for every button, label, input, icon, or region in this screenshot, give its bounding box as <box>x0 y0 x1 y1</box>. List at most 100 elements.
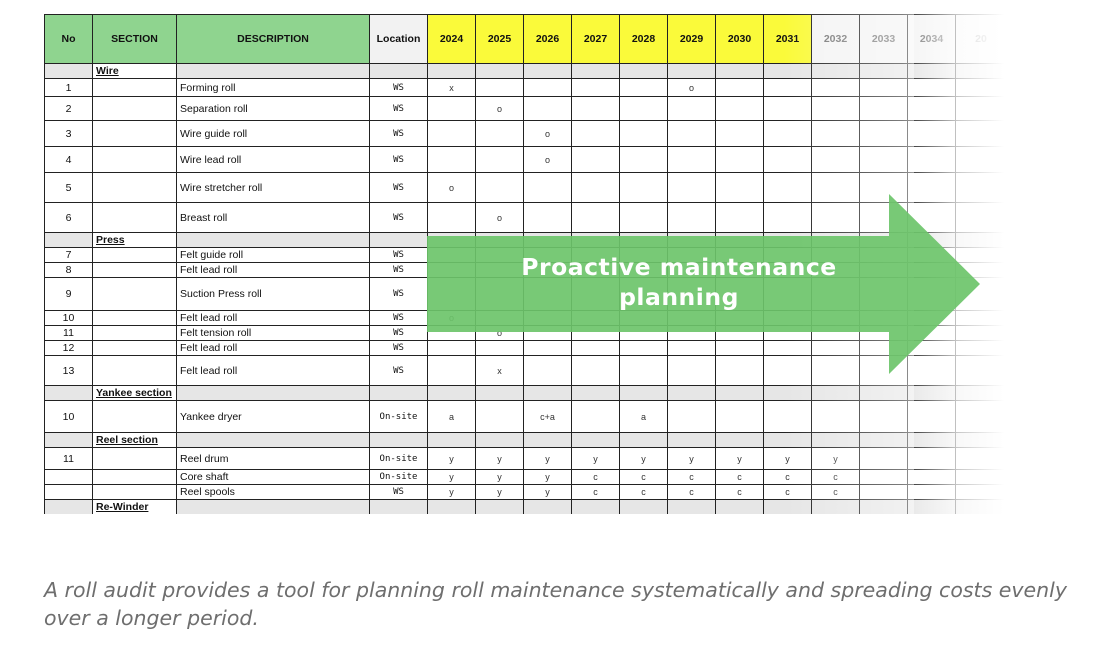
row-location: On-site <box>369 400 428 433</box>
year-cell <box>859 385 908 401</box>
year-mark <box>907 96 956 121</box>
year-mark <box>955 78 1004 97</box>
maintenance-plan-image: No SECTION DESCRIPTION Location 2024 202… <box>44 14 1004 552</box>
year-mark <box>715 146 764 173</box>
year-mark <box>907 146 956 173</box>
arrow-label-line-1: Proactive maintenance <box>521 253 837 281</box>
year-mark <box>955 400 1004 433</box>
year-cell <box>475 63 524 79</box>
year-cell <box>811 499 860 514</box>
header-section: SECTION <box>92 14 177 64</box>
row-description: Core shaft <box>176 469 370 485</box>
year-cell <box>907 385 956 401</box>
header-location: Location <box>369 14 428 64</box>
row-location: On-site <box>369 447 428 470</box>
year-mark: c <box>811 484 860 500</box>
row-number: 10 <box>44 310 93 326</box>
year-cell <box>619 385 668 401</box>
year-mark <box>427 96 476 121</box>
year-mark <box>523 355 572 386</box>
year-mark <box>763 96 812 121</box>
no-cell <box>44 63 93 79</box>
year-mark <box>811 78 860 97</box>
year-mark: c <box>811 469 860 485</box>
year-mark: y <box>427 484 476 500</box>
section-cell <box>92 325 177 341</box>
year-mark: y <box>811 447 860 470</box>
table-row: Core shaft On-site y y y c c c c c c <box>44 469 1004 485</box>
year-mark <box>955 96 1004 121</box>
header-year: 20 <box>955 14 1004 64</box>
year-cell <box>571 432 620 448</box>
year-mark <box>811 400 860 433</box>
year-cell <box>427 499 476 514</box>
year-mark: y <box>427 469 476 485</box>
year-mark <box>475 120 524 147</box>
year-mark: o <box>667 78 716 97</box>
year-mark <box>859 120 908 147</box>
header-year: 2024 <box>427 14 476 64</box>
year-mark <box>667 146 716 173</box>
year-cell <box>715 385 764 401</box>
row-description: Wire guide roll <box>176 120 370 147</box>
header-year: 2032 <box>811 14 860 64</box>
image-caption: A roll audit provides a tool for plannin… <box>44 578 1067 630</box>
no-cell <box>44 499 93 514</box>
row-description: Breast roll <box>176 202 370 233</box>
year-mark <box>619 96 668 121</box>
year-cell <box>955 385 1004 401</box>
year-mark: x <box>427 78 476 97</box>
year-mark <box>955 469 1004 485</box>
section-cell <box>92 310 177 326</box>
year-mark: c <box>619 484 668 500</box>
header-no: No <box>44 14 93 64</box>
row-description: Felt guide roll <box>176 247 370 263</box>
year-mark: y <box>667 447 716 470</box>
header-year: 2026 <box>523 14 572 64</box>
year-cell <box>955 432 1004 448</box>
location-cell <box>369 385 428 401</box>
section-name: Press <box>92 232 177 248</box>
year-cell <box>427 432 476 448</box>
year-cell <box>907 432 956 448</box>
section-row: Reel section <box>44 432 1004 448</box>
year-mark <box>427 355 476 386</box>
location-cell <box>369 432 428 448</box>
header-description: DESCRIPTION <box>176 14 370 64</box>
section-row: Re-Winder <box>44 499 1004 514</box>
year-mark <box>619 146 668 173</box>
year-mark: o <box>475 96 524 121</box>
year-mark <box>523 96 572 121</box>
header-year: 2027 <box>571 14 620 64</box>
section-cell <box>92 355 177 386</box>
year-cell <box>571 385 620 401</box>
year-mark <box>715 96 764 121</box>
row-number: 4 <box>44 146 93 173</box>
table-row: 5 Wire stretcher roll WS o <box>44 172 1004 203</box>
year-mark <box>955 447 1004 470</box>
description-cell <box>176 432 370 448</box>
year-cell <box>763 63 812 79</box>
year-mark <box>763 400 812 433</box>
no-cell <box>44 432 93 448</box>
row-location: WS <box>369 340 428 356</box>
year-mark: y <box>619 447 668 470</box>
year-mark <box>571 120 620 147</box>
year-cell <box>763 499 812 514</box>
year-mark: y <box>523 484 572 500</box>
year-mark <box>427 202 476 233</box>
row-description: Separation roll <box>176 96 370 121</box>
table-row: 4 Wire lead roll WS o <box>44 146 1004 173</box>
row-number: 5 <box>44 172 93 203</box>
table-row: 1 Forming roll WS x o <box>44 78 1004 97</box>
arrow-label: Proactive maintenance planning <box>477 252 881 312</box>
row-location: WS <box>369 96 428 121</box>
row-description: Reel spools <box>176 484 370 500</box>
year-mark <box>619 355 668 386</box>
row-location: WS <box>369 78 428 97</box>
year-cell <box>427 385 476 401</box>
year-mark <box>859 484 908 500</box>
year-mark <box>859 469 908 485</box>
row-description: Wire lead roll <box>176 146 370 173</box>
row-number: 12 <box>44 340 93 356</box>
